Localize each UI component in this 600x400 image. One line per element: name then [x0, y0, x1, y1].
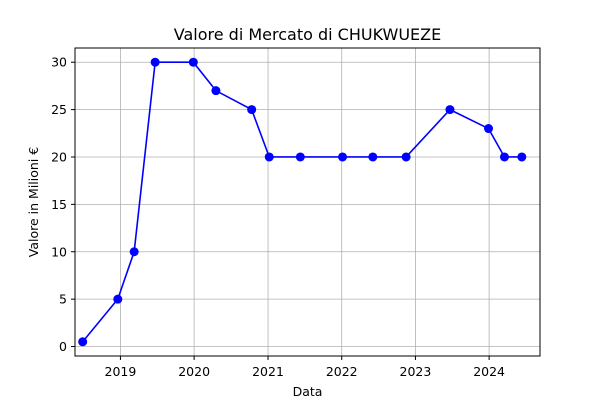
data-point: [517, 152, 527, 162]
x-tick-label: 2021: [252, 364, 284, 379]
x-tick-label: 2020: [178, 364, 210, 379]
y-tick-label: 0: [59, 339, 67, 354]
data-point: [368, 152, 378, 162]
y-axis-label: Valore in Milioni €: [26, 147, 41, 257]
data-point: [78, 337, 88, 347]
y-tick-label: 15: [51, 197, 67, 212]
chart-title: Valore di Mercato di CHUKWUEZE: [174, 25, 441, 44]
y-tick-label: 20: [51, 149, 67, 164]
y-tick-label: 25: [51, 102, 67, 117]
x-tick-label: 2022: [326, 364, 358, 379]
y-tick-label: 10: [51, 244, 67, 259]
x-tick-label: 2023: [400, 364, 432, 379]
data-point: [150, 57, 160, 67]
plot-frame: [74, 47, 541, 357]
x-axis-label: Data: [293, 384, 323, 399]
data-point: [295, 152, 305, 162]
data-point: [484, 124, 494, 134]
data-point: [188, 57, 198, 67]
data-point: [445, 105, 455, 115]
data-point: [338, 152, 348, 162]
series-line: [82, 61, 522, 343]
data-point: [247, 105, 257, 115]
data-point: [401, 152, 411, 162]
data-point: [211, 86, 221, 96]
x-tick-label: 2019: [105, 364, 137, 379]
y-tick-label: 5: [59, 292, 67, 307]
x-tick-label: 2024: [473, 364, 505, 379]
y-tick-label: 30: [51, 55, 67, 70]
data-point: [499, 152, 509, 162]
data-point: [264, 152, 274, 162]
axes: 0 5 10 15 20 25 30 2019 2020 2021 2022 2023 2024: [51, 55, 505, 379]
data-point: [129, 247, 139, 257]
data-point: [113, 294, 123, 304]
series-layer: [78, 57, 527, 347]
